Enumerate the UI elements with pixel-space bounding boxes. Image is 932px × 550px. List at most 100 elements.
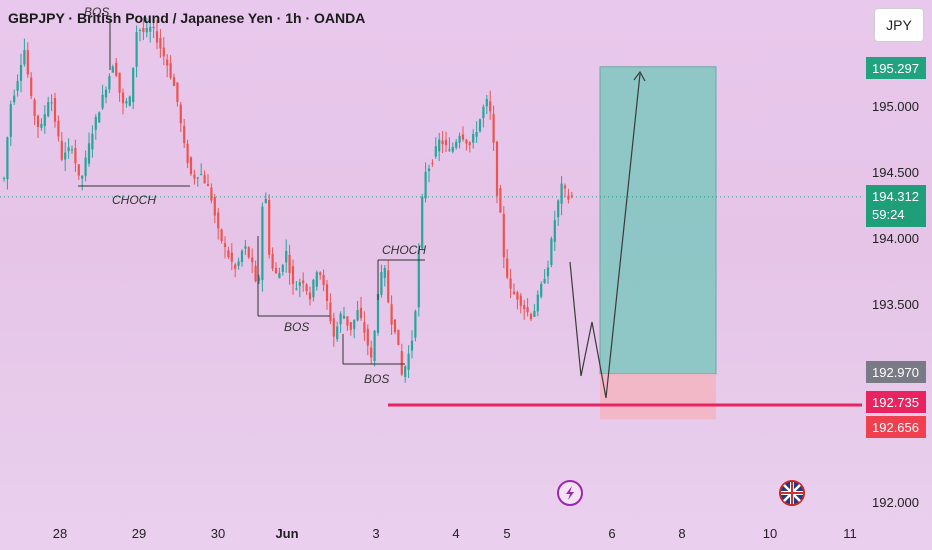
- current-price-tag-text: 194.312: [872, 189, 919, 204]
- annotation-label: BOS: [284, 320, 309, 334]
- candle-body: [482, 106, 485, 119]
- x-tick-label: 10: [763, 526, 777, 541]
- candle-body: [132, 67, 135, 103]
- candle-body: [376, 294, 380, 333]
- candle-body: [434, 146, 437, 157]
- candle-body: [47, 102, 50, 117]
- x-tick-label: 6: [608, 526, 615, 541]
- candle-body: [152, 26, 155, 29]
- candle-body: [74, 147, 77, 164]
- candle-body: [40, 123, 43, 128]
- candle-body: [315, 272, 318, 287]
- candle-body: [94, 116, 97, 130]
- candle-body: [278, 273, 281, 279]
- candle-body: [176, 82, 179, 102]
- support-price-tag-text: 192.735: [872, 395, 919, 410]
- candle-body: [475, 132, 478, 137]
- price-tags: 195.297 194.312 59:24 192.970 192.735 192.656: [866, 57, 926, 438]
- candle-body: [529, 313, 533, 320]
- candle-body: [264, 198, 267, 203]
- candle-body: [533, 311, 536, 317]
- x-tick-label: 29: [132, 526, 146, 541]
- projection-path: [569, 70, 646, 399]
- candle-body: [302, 280, 305, 284]
- lightning-icon[interactable]: [557, 480, 583, 506]
- candle-body: [247, 247, 250, 258]
- candle-body: [251, 257, 254, 263]
- candle-body: [87, 143, 91, 164]
- candle-body: [240, 250, 244, 262]
- entry-price-tag: [866, 361, 926, 383]
- candle-body: [417, 250, 420, 308]
- candle-body: [506, 258, 509, 278]
- candle-body: [6, 137, 9, 180]
- chart-title: GBPJPY · British Pound / Japanese Yen · …: [8, 10, 366, 26]
- current-price-tag: [866, 185, 926, 227]
- candle-body: [91, 133, 94, 150]
- x-tick-label: 28: [53, 526, 67, 541]
- candle-body: [461, 134, 465, 140]
- candle-body: [121, 92, 125, 104]
- candle-body: [519, 295, 522, 306]
- candle-body: [108, 76, 111, 90]
- candle-body: [560, 183, 563, 204]
- candle-body: [125, 101, 128, 104]
- candle-body: [145, 28, 148, 33]
- structure-lines: [78, 20, 425, 365]
- candle-body: [393, 319, 397, 333]
- candle-body: [427, 168, 431, 172]
- candle-body: [400, 351, 403, 375]
- candle-body: [305, 284, 308, 292]
- candle-body: [50, 102, 53, 104]
- projection-polyline: [569, 73, 641, 399]
- candle-body: [468, 142, 471, 146]
- candle-body: [397, 329, 400, 345]
- x-tick-label: Jun: [275, 526, 298, 541]
- candle-body: [30, 77, 33, 97]
- candle-body: [19, 65, 23, 81]
- candle-body: [557, 200, 560, 218]
- candle-body: [349, 322, 352, 330]
- y-tick-label: 193.500: [872, 297, 919, 312]
- candle-body: [563, 185, 567, 189]
- candle-body: [2, 178, 6, 180]
- candle-body: [244, 246, 247, 249]
- candle-body: [390, 304, 393, 325]
- currency-button[interactable]: JPY: [874, 8, 924, 42]
- uk-flag-icon[interactable]: [779, 480, 805, 506]
- candle-body: [33, 99, 36, 116]
- candle-body: [543, 278, 546, 284]
- annotation-label: CHOCH: [112, 193, 156, 207]
- risk-zone[interactable]: [600, 373, 716, 420]
- candle-body: [220, 229, 223, 242]
- candle-body: [162, 47, 165, 57]
- candle-body: [359, 307, 363, 319]
- x-tick-label: 8: [678, 526, 685, 541]
- candle-body: [322, 274, 325, 285]
- candle-body: [257, 277, 261, 282]
- candle-body: [206, 184, 210, 187]
- candle-body: [104, 89, 108, 98]
- candle-body: [499, 188, 502, 213]
- candle-body: [553, 220, 556, 242]
- candle-body: [138, 29, 142, 31]
- candle-body: [142, 27, 145, 33]
- candle-body: [98, 112, 101, 123]
- candle-body: [526, 307, 529, 313]
- candle-body: [291, 266, 295, 284]
- target-price-tag-text: 195.297: [872, 61, 919, 76]
- reward-zone[interactable]: [599, 66, 717, 375]
- candle-body: [230, 252, 233, 262]
- candle-body: [179, 104, 182, 124]
- y-tick-label: 192.000: [872, 495, 919, 510]
- candle-body: [111, 66, 114, 73]
- candle-body: [217, 212, 220, 229]
- candle-body: [196, 177, 199, 179]
- candle-body: [431, 162, 434, 164]
- x-tick-label: 4: [452, 526, 459, 541]
- candle-body: [502, 213, 505, 258]
- candle-body: [70, 149, 74, 151]
- candle-body: [135, 31, 138, 67]
